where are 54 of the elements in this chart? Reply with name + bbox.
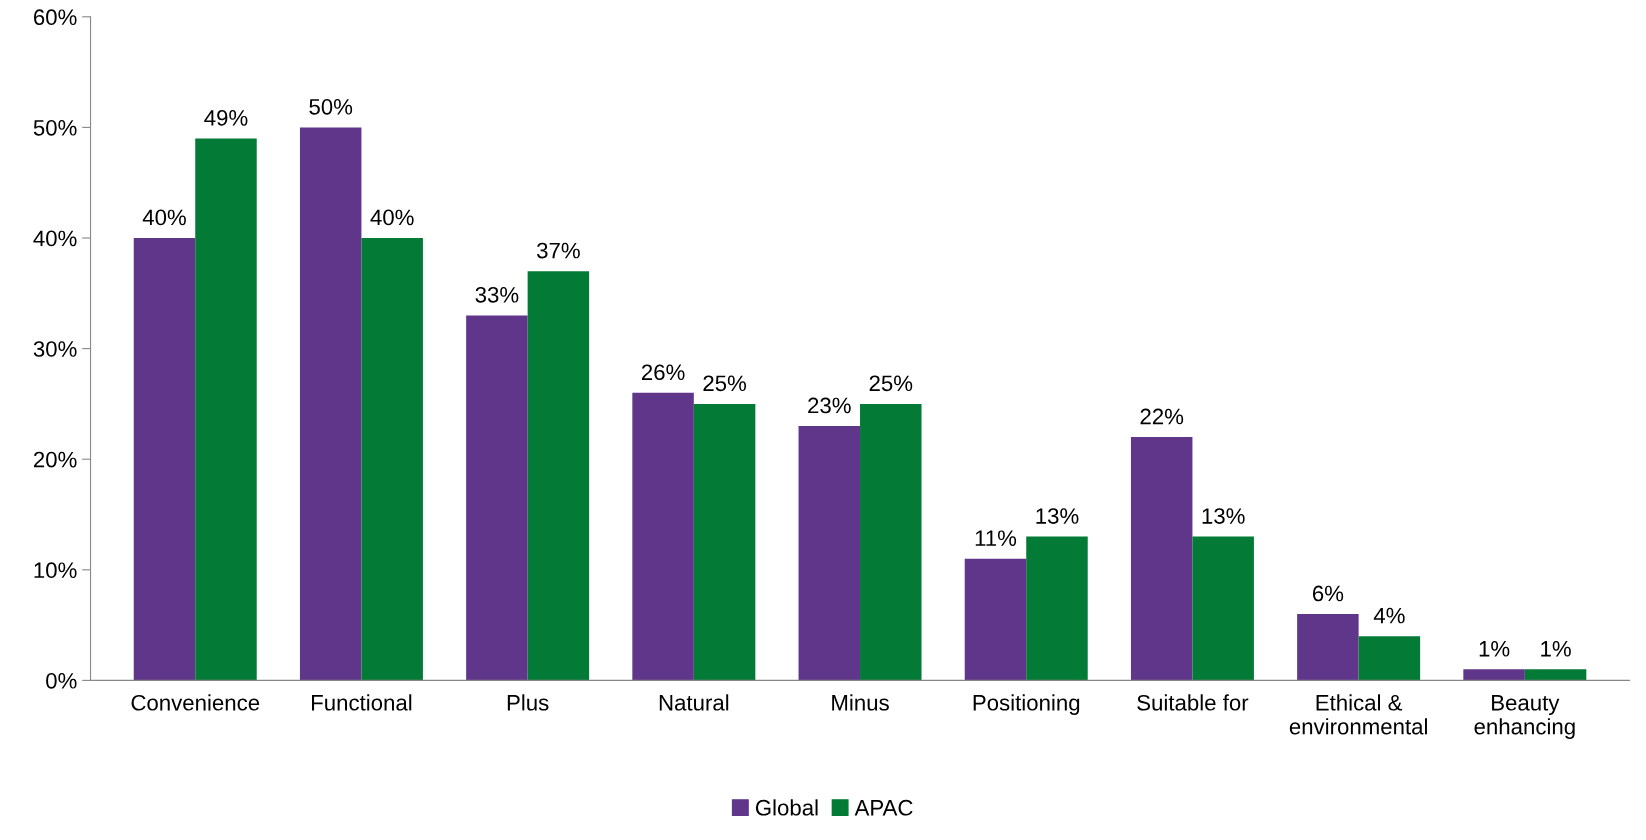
data-label: 23% bbox=[808, 397, 851, 414]
data-label: 6% bbox=[1312, 585, 1344, 602]
data-label: 11% bbox=[975, 530, 1017, 546]
data-label: 13% bbox=[1036, 508, 1079, 524]
y-tick-label: 20% bbox=[33, 451, 77, 468]
bar bbox=[1463, 669, 1525, 681]
bar bbox=[1026, 536, 1088, 681]
x-tick-label: Convenience bbox=[131, 694, 260, 711]
legend-label: Global bbox=[755, 799, 818, 816]
data-label: 37% bbox=[536, 242, 580, 259]
data-label: 26% bbox=[641, 364, 685, 381]
data-label: 4% bbox=[1373, 607, 1405, 624]
x-tick-label: Natural bbox=[659, 694, 729, 711]
bar bbox=[1358, 636, 1421, 681]
legend-label: APAC bbox=[854, 799, 913, 816]
y-tick-label: 60% bbox=[33, 9, 77, 26]
data-label: 49% bbox=[204, 110, 248, 126]
bar bbox=[1130, 437, 1193, 681]
bar bbox=[1192, 536, 1254, 681]
x-tick-label: Positioning bbox=[973, 694, 1080, 715]
bar bbox=[527, 271, 590, 681]
bar bbox=[632, 392, 694, 681]
x-tick-label: Suitable for bbox=[1137, 694, 1249, 711]
data-label: 40% bbox=[142, 209, 186, 226]
x-tick-label: Ethical & environmental bbox=[1289, 694, 1427, 735]
data-label: 1% bbox=[1479, 640, 1510, 657]
bar bbox=[964, 558, 1027, 681]
bar bbox=[361, 238, 423, 681]
bar bbox=[133, 238, 196, 681]
y-tick-label: 10% bbox=[34, 562, 77, 579]
bar bbox=[798, 426, 861, 681]
bar bbox=[1297, 614, 1359, 681]
bar bbox=[195, 138, 257, 681]
data-label: 25% bbox=[703, 375, 747, 392]
y-tick-label: 30% bbox=[33, 341, 77, 357]
bar bbox=[693, 403, 756, 681]
bar bbox=[466, 315, 528, 681]
x-tick-label: Plus bbox=[507, 694, 549, 711]
data-label: 40% bbox=[370, 209, 414, 226]
data-label: 33% bbox=[475, 286, 519, 303]
data-label: 22% bbox=[1140, 408, 1184, 425]
data-label: 25% bbox=[869, 375, 913, 392]
bar bbox=[860, 403, 922, 681]
x-tick-label: Functional bbox=[312, 694, 412, 711]
y-tick-label: 0% bbox=[46, 672, 77, 689]
x-tick-label: Minus bbox=[832, 694, 889, 711]
data-label: 50% bbox=[309, 98, 353, 115]
data-label: 13% bbox=[1202, 508, 1245, 524]
data-label: 1% bbox=[1541, 640, 1571, 657]
bar bbox=[299, 127, 362, 681]
x-tick-label: Beauty enhancing bbox=[1474, 695, 1575, 739]
bar bbox=[1524, 669, 1587, 681]
y-tick-label: 50% bbox=[33, 119, 77, 136]
y-tick-label: 40% bbox=[33, 230, 77, 247]
